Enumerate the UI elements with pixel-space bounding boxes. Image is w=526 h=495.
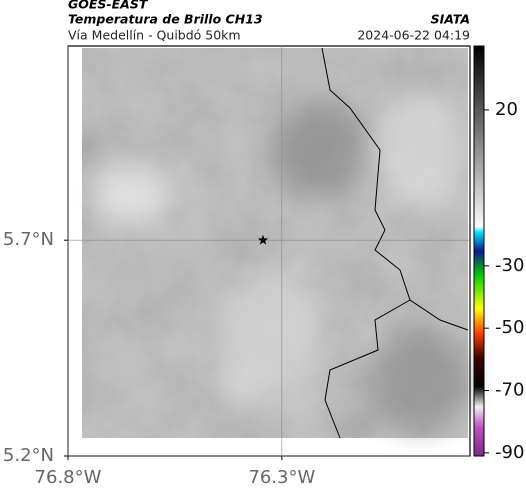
y-tick-label: 5.2°N <box>3 445 54 466</box>
x-tick-label: 76.3°W <box>248 467 315 488</box>
source: SIATA <box>431 12 470 27</box>
colorbar-tick-label: -90 <box>495 442 524 463</box>
colorbar-tick-label: -30 <box>495 255 524 276</box>
colorbar <box>473 45 485 457</box>
colorbar-tick-label: 20 <box>495 99 518 120</box>
colorbar-tick-label: -70 <box>495 380 524 401</box>
y-tick-label: 5.7°N <box>3 229 54 250</box>
subtitle: Temperatura de Brillo CH13 <box>68 12 263 27</box>
title: GOES-EAST <box>68 0 149 12</box>
x-tick-label: 76.8°W <box>35 467 102 488</box>
timestamp: 2024-06-22 04:19 <box>357 28 470 43</box>
satellite-image <box>82 47 470 439</box>
location-marker <box>257 234 269 245</box>
location: Vía Medellín - Quibdó 50km <box>68 28 241 43</box>
colorbar-tick-label: -50 <box>495 317 524 338</box>
